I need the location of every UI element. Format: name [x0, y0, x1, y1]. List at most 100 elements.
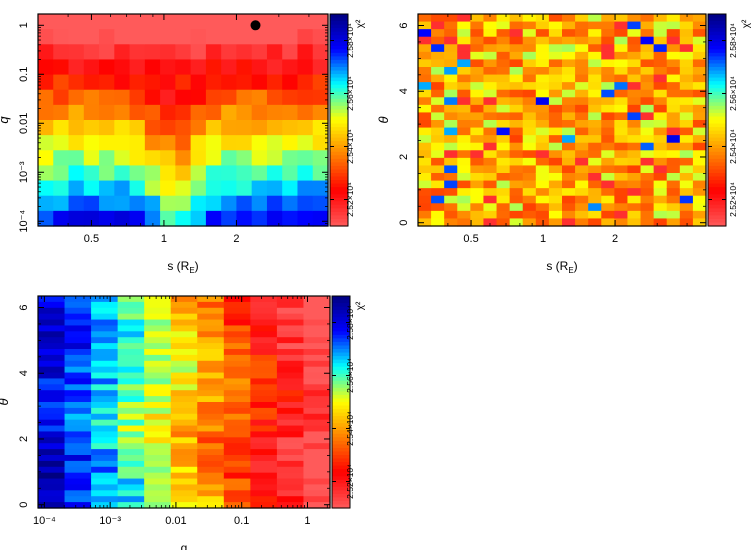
heatmap-cell: [190, 74, 207, 91]
heatmap-cell: [303, 331, 331, 338]
heatmap-cell: [64, 419, 92, 427]
heatmap-cell: [601, 82, 615, 91]
heatmap-cell: [535, 157, 550, 167]
heatmap-cell: [692, 173, 707, 182]
heatmap-cell: [223, 378, 251, 385]
heatmap-cell: [266, 195, 283, 212]
heatmap-cell: [38, 307, 66, 315]
heatmap-cell: [205, 44, 222, 61]
heatmap-cell: [522, 173, 537, 182]
colorbar-segment: [708, 187, 726, 192]
heatmap-cell: [170, 313, 198, 321]
heatmap-cell: [470, 97, 485, 106]
heatmap-cell: [38, 449, 66, 456]
y-tick-label: 6: [398, 22, 410, 28]
heatmap-cell: [692, 135, 707, 144]
colorbar-segment: [708, 105, 726, 110]
colorbar-segment: [330, 21, 348, 26]
heatmap-cell: [38, 366, 66, 374]
colorbar-segment: [330, 91, 348, 96]
heatmap-cell: [614, 135, 629, 144]
heatmap-cell: [91, 455, 119, 462]
heatmap-cell: [640, 127, 655, 136]
heatmap-cell: [548, 51, 563, 61]
y-tick-label: 2: [18, 436, 30, 442]
heatmap-cell: [548, 195, 563, 204]
heatmap-cell: [444, 51, 458, 61]
colorbar-segment: [330, 17, 348, 22]
heatmap-cell: [38, 120, 54, 136]
heatmap-cell: [221, 135, 238, 151]
heatmap-cell: [614, 59, 629, 68]
heatmap-cell: [470, 82, 485, 91]
heatmap-cell: [38, 89, 54, 106]
heatmap-cell: [303, 349, 331, 356]
heatmap-cell: [117, 449, 145, 456]
heatmap-cell: [303, 301, 331, 309]
heatmap-cell: [170, 372, 198, 380]
heatmap-cell: [679, 157, 694, 167]
heatmap-cell: [457, 36, 471, 45]
heatmap-cell: [470, 59, 485, 68]
heatmap-cell: [282, 59, 299, 76]
heatmap-cell: [99, 210, 115, 227]
heatmap-cell: [282, 150, 299, 167]
y-tick-label: 10⁻³: [18, 161, 30, 183]
heatmap-cell: [431, 165, 445, 174]
heatmap-cell: [38, 466, 66, 474]
heatmap-cell: [117, 407, 145, 415]
heatmap-cell: [221, 210, 238, 227]
heatmap-cell: [266, 165, 283, 182]
heatmap-cell: [692, 67, 707, 76]
heatmap-cell: [431, 21, 445, 30]
heatmap-cell: [548, 203, 563, 212]
heatmap-cell: [614, 82, 629, 91]
heatmap-cell: [575, 82, 589, 91]
heatmap-cell: [470, 112, 485, 121]
heatmap-cell: [470, 120, 485, 129]
colorbar-segment: [330, 208, 348, 213]
heatmap-cell: [431, 29, 445, 38]
heatmap-cell: [444, 74, 458, 83]
heatmap-cells: [38, 296, 331, 509]
heatmap-cell: [197, 460, 225, 468]
colorbar-tick-label: 2.58×10⁴: [345, 23, 355, 58]
heatmap-cell: [129, 44, 146, 61]
heatmap-cell: [297, 14, 314, 30]
heatmap-cell: [627, 210, 642, 220]
heatmap-cell: [190, 210, 207, 227]
colorbar-segment: [332, 373, 350, 378]
heatmap-cell: [588, 218, 602, 227]
heatmap-cell: [666, 165, 681, 174]
heatmap-cell: [418, 59, 432, 68]
heatmap-cell: [53, 150, 70, 167]
heatmap-cell: [64, 301, 92, 309]
heatmap-cell: [666, 97, 681, 106]
heatmap-cell: [679, 127, 694, 136]
heatmap-cell: [614, 104, 629, 114]
heatmap-cell: [160, 44, 176, 61]
heatmap-cell: [197, 354, 225, 362]
heatmap-cell: [170, 419, 198, 427]
heatmap-cell: [457, 51, 471, 61]
heatmap-cell: [297, 195, 314, 212]
heatmap-cell: [276, 425, 305, 433]
heatmap-cell: [640, 120, 655, 129]
colorbar-segment: [708, 95, 726, 100]
heatmap-cell: [117, 484, 145, 491]
heatmap-cell: [117, 313, 145, 321]
heatmap-cell: [312, 120, 329, 136]
heatmap-cell: [509, 210, 524, 220]
colorbar-segment: [330, 130, 348, 135]
heatmap-cell: [627, 157, 642, 167]
heatmap-cell: [129, 180, 146, 197]
heatmap-cell: [175, 180, 192, 197]
heatmap-cell: [223, 449, 251, 456]
heatmap-cell: [457, 210, 471, 220]
colorbar-segment: [708, 201, 726, 206]
heatmap-cell: [197, 372, 225, 380]
heatmap-cell: [483, 203, 498, 212]
heatmap-cell: [223, 466, 251, 474]
colorbar-segment: [332, 405, 350, 410]
